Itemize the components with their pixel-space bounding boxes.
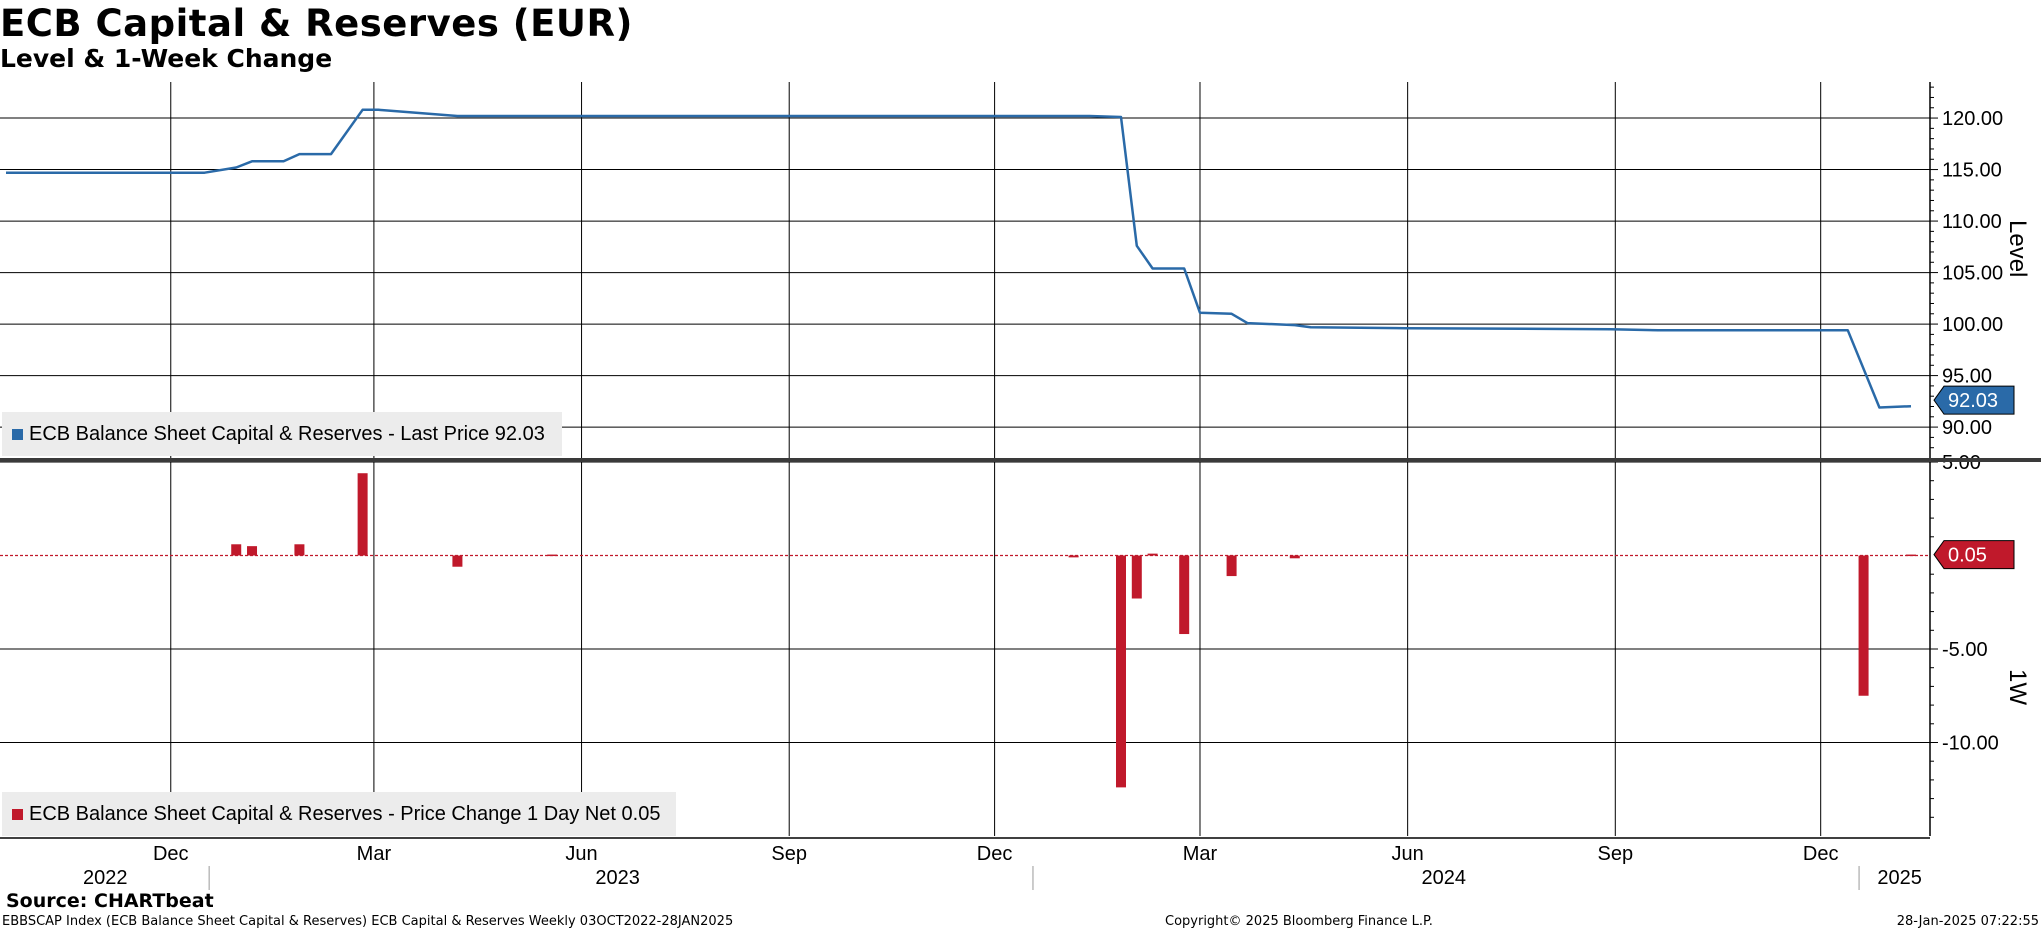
x-month-label: Sep [1597, 843, 1633, 865]
bottom-last-value-tag-bg [1933, 540, 2015, 570]
x-month-label: Dec [153, 843, 189, 865]
top-last-value-tag-label: 92.03 [1948, 390, 1998, 412]
change-bar [1905, 554, 1916, 557]
top-legend: ECB Balance Sheet Capital & Reserves - L… [2, 412, 562, 456]
top-y-tick-label: 115.00 [1942, 160, 2002, 182]
x-month-label: Dec [977, 843, 1013, 865]
source-note: Source: CHARTbeat [6, 890, 214, 912]
panel-divider [0, 458, 2041, 462]
top-last-value-tag-bg [1933, 385, 2015, 415]
change-bar [294, 544, 305, 556]
bottom-y-axis-label: 1W [2004, 669, 2031, 705]
bottom-y-tick-label: 5.00 [1942, 452, 1981, 474]
top-y-tick-label: 110.00 [1942, 211, 2002, 233]
change-bar [1289, 555, 1300, 559]
x-year-label: 2024 [1422, 867, 1467, 889]
change-bar [547, 554, 558, 557]
top-y-tick-label: 120.00 [1942, 108, 2003, 130]
top-legend-swatch [12, 428, 23, 440]
x-month-label: Dec [1803, 843, 1839, 865]
top-y-tick-label: 105.00 [1942, 263, 2003, 285]
footer-copyright: Copyright© 2025 Bloomberg Finance L.P. [1165, 914, 1433, 929]
x-month-label: Mar [1183, 843, 1218, 865]
change-bar [247, 546, 258, 556]
top-y-axis-label: Level [2004, 220, 2031, 277]
level-line [6, 108, 1912, 409]
x-year-label: 2023 [595, 867, 640, 889]
bottom-legend-label: ECB Balance Sheet Capital & Reserves - P… [29, 802, 661, 825]
top-y-tick-label: 90.00 [1942, 417, 1992, 439]
chart-subtitle: Level & 1-Week Change [0, 44, 333, 73]
bottom-y-tick-label: -10.00 [1942, 733, 1999, 755]
change-bar [1068, 555, 1079, 558]
x-month-label: Sep [771, 843, 807, 865]
change-bar [1858, 555, 1869, 696]
top-y-tick-label: 100.00 [1942, 314, 2003, 336]
x-month-label: Jun [1392, 843, 1424, 865]
x-year-label: 2022 [83, 867, 128, 889]
change-bar [1115, 555, 1126, 788]
change-bar [1131, 555, 1142, 599]
change-bar [357, 473, 368, 556]
bottom-y-tick-label: -5.00 [1942, 639, 1988, 661]
change-bar [1147, 553, 1158, 556]
x-month-label: Jun [565, 843, 597, 865]
change-bar [1226, 555, 1237, 577]
change-bar [452, 555, 463, 567]
footer-timestamp: 28-Jan-2025 07:22:55 [1896, 914, 2039, 929]
bottom-legend-swatch [12, 808, 23, 820]
chart-title: ECB Capital & Reserves (EUR) [0, 2, 633, 45]
footer-description: EBBSCAP Index (ECB Balance Sheet Capital… [2, 914, 734, 929]
x-year-label: 2025 [1877, 867, 1922, 889]
bottom-legend: ECB Balance Sheet Capital & Reserves - P… [2, 792, 676, 836]
change-bar [231, 544, 242, 556]
x-month-label: Mar [357, 843, 392, 865]
bottom-last-value-tag-label: 0.05 [1948, 545, 1987, 567]
change-bar [1179, 555, 1190, 635]
top-y-tick-label: 95.00 [1942, 366, 1992, 388]
top-legend-label: ECB Balance Sheet Capital & Reserves - L… [29, 422, 545, 445]
